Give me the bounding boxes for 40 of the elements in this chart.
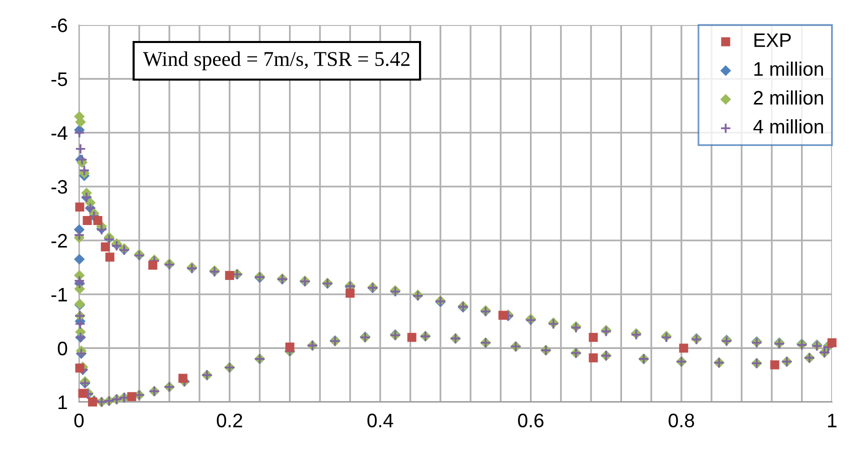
y-tick-label: 1 bbox=[58, 396, 67, 410]
y-tick-label: -5 bbox=[51, 72, 68, 86]
legend-label: EXP bbox=[754, 33, 791, 47]
point bbox=[770, 360, 780, 370]
legend-label: 1 million bbox=[754, 62, 823, 76]
x-tick-label: 0 bbox=[74, 414, 84, 428]
y-tick-label: -1 bbox=[51, 288, 67, 302]
point bbox=[588, 353, 598, 362]
point bbox=[407, 332, 416, 342]
y-tick-label: -2 bbox=[51, 234, 67, 248]
x-tick-label: 1 bbox=[828, 414, 836, 428]
point bbox=[105, 252, 114, 262]
point bbox=[75, 364, 84, 373]
y-tick-label: -6 bbox=[51, 18, 68, 32]
point bbox=[127, 392, 136, 402]
point bbox=[828, 338, 836, 348]
point bbox=[346, 288, 355, 298]
point bbox=[148, 260, 158, 270]
y-tick-label: -3 bbox=[51, 180, 68, 194]
point bbox=[75, 202, 84, 212]
x-tick-label: 0.2 bbox=[216, 414, 242, 428]
legend-label: 4 million bbox=[753, 119, 823, 134]
y-tick-label: 0 bbox=[58, 342, 68, 356]
annotation: Wind speed = 7m/s, TSR = 5.42 bbox=[143, 51, 410, 70]
point bbox=[178, 374, 188, 383]
point bbox=[285, 342, 294, 352]
point bbox=[82, 216, 92, 225]
point bbox=[93, 216, 102, 225]
x-tick-label: 0.6 bbox=[518, 414, 544, 428]
point bbox=[498, 310, 508, 320]
x-tick-label: 0.4 bbox=[367, 414, 394, 428]
point bbox=[225, 270, 234, 280]
point bbox=[88, 398, 98, 406]
point bbox=[588, 332, 598, 342]
y-tick-label: -4 bbox=[51, 126, 68, 140]
point bbox=[679, 344, 688, 353]
point bbox=[78, 388, 88, 398]
x-tick-label: 0.8 bbox=[668, 414, 694, 428]
point bbox=[100, 242, 110, 252]
legend-label: 2 million bbox=[754, 90, 823, 105]
